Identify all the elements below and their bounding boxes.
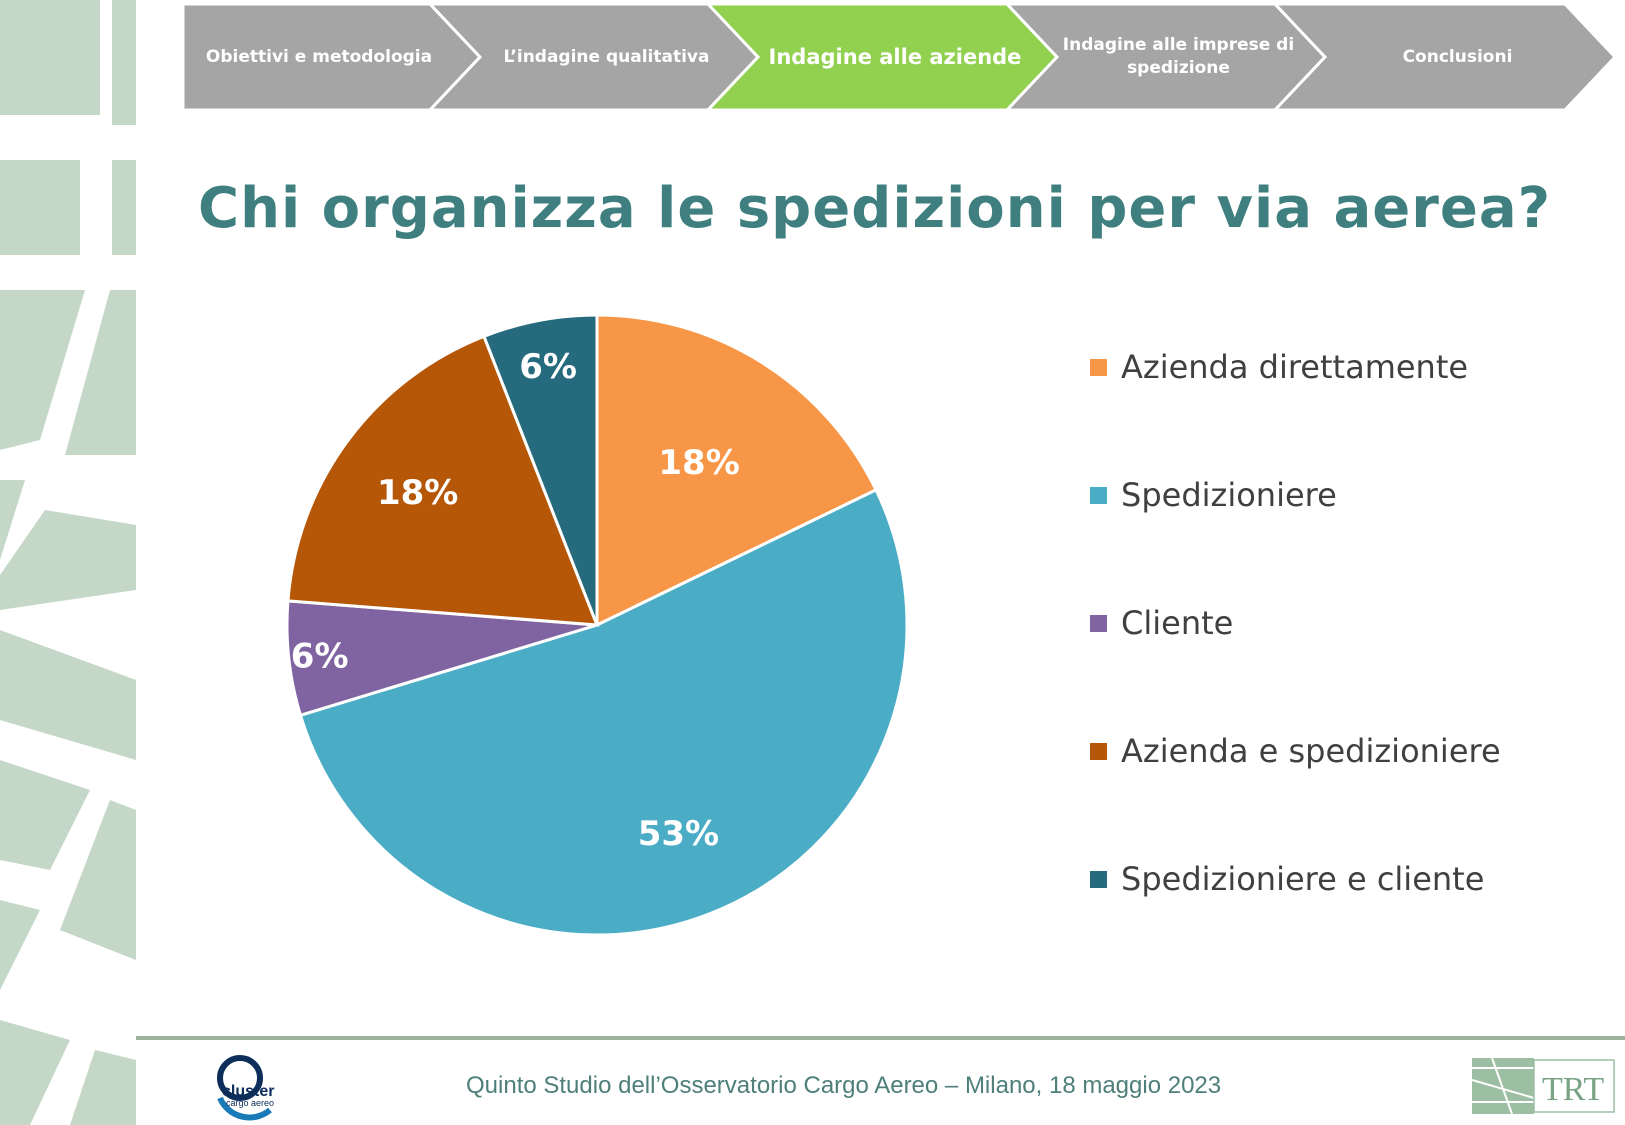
legend-item: Spedizioniere [1090, 476, 1337, 514]
nav-step-label[interactable]: Conclusioni [1402, 46, 1513, 67]
legend-label: Cliente [1121, 604, 1234, 642]
legend-label: Spedizioniere [1121, 476, 1337, 514]
legend-swatch [1090, 486, 1107, 504]
legend-label: Spedizioniere e cliente [1121, 860, 1485, 898]
pie-data-label: 18% [658, 443, 739, 483]
legend-item: Cliente [1090, 604, 1233, 642]
legend-label: Azienda e spedizioniere [1121, 732, 1501, 770]
footer-text: Quinto Studio dell’Osservatorio Cargo Ae… [466, 1072, 1222, 1099]
pie-data-label: 6% [291, 636, 349, 676]
legend-swatch [1090, 614, 1107, 632]
svg-text:cluster: cluster [222, 1083, 274, 1100]
nav-step-label[interactable]: Obiettivi e metodologia [205, 46, 433, 67]
legend-swatch [1090, 870, 1107, 888]
pie-data-label: 6% [519, 347, 577, 387]
pie-slice-2 [298, 487, 909, 937]
legend-item: Spedizioniere e cliente [1090, 860, 1484, 898]
legend-swatch [1090, 742, 1107, 760]
legend-swatch [1090, 358, 1107, 376]
pie-slice-1 [595, 313, 879, 628]
svg-text:TRT: TRT [1542, 1071, 1604, 1108]
nav-step-5[interactable] [1271, 2, 1618, 112]
footer-divider [136, 1036, 1625, 1040]
svg-text:cargo aereo: cargo aereo [226, 1098, 274, 1108]
pie-data-label: 53% [638, 814, 719, 854]
pie-data-label: 18% [377, 473, 458, 513]
cluster-cargo-aereo-logo: cluster cargo aereo [217, 1055, 274, 1121]
nav-step-label[interactable]: L’indagine qualitativa [503, 46, 710, 67]
pie-slice-5 [482, 313, 599, 626]
page-title: Chi organizza le spedizioni per via aere… [198, 176, 1552, 241]
nav-step-label[interactable]: Indagine alle imprese di spedizione [1062, 35, 1295, 78]
legend-label: Azienda direttamente [1121, 348, 1469, 386]
nav-step-label[interactable]: Indagine alle aziende [768, 44, 1022, 69]
legend-item: Azienda e spedizioniere [1090, 732, 1501, 770]
progress-nav [181, 2, 1618, 112]
pie-slice-4 [286, 334, 600, 627]
decorative-background-pattern [0, 0, 136, 1125]
trt-logo: TRT [1472, 1058, 1615, 1114]
legend-item: Azienda direttamente [1090, 348, 1468, 386]
